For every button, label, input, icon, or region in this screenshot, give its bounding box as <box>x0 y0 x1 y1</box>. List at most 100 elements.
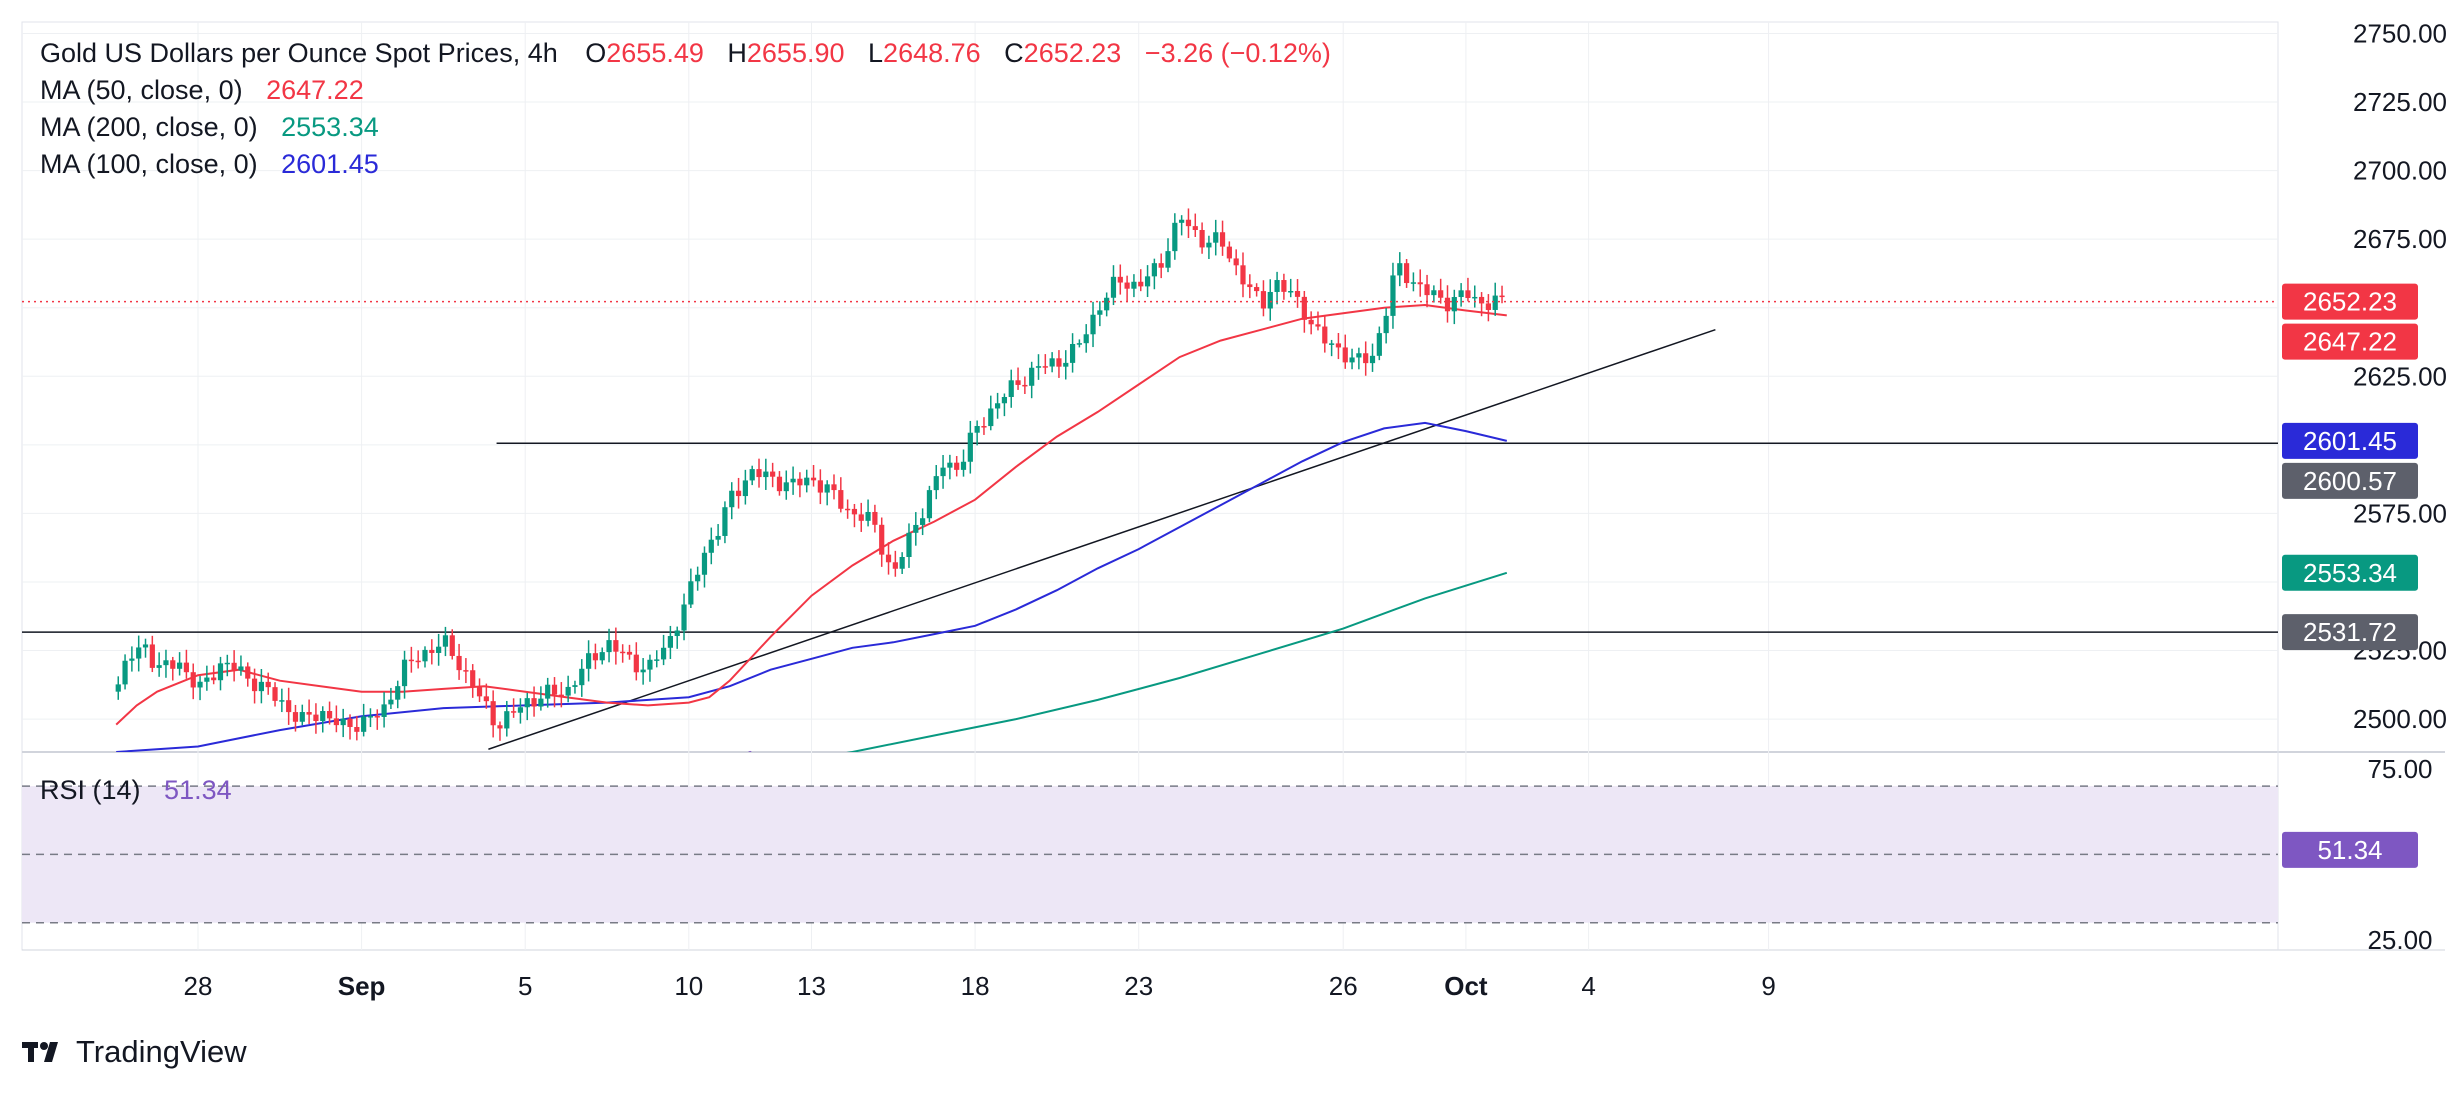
tradingview-logo-icon <box>22 1042 58 1062</box>
ma200-legend[interactable]: MA (200, close, 0) 2553.34 <box>40 112 385 143</box>
candle-body <box>1015 380 1021 385</box>
candle-body <box>1472 296 1478 299</box>
price-badge <box>2282 554 2418 591</box>
price-tick-label: 2575.00 <box>2353 498 2447 528</box>
candle-body <box>851 508 858 515</box>
candle-body <box>211 677 217 681</box>
candle-body <box>1158 263 1164 268</box>
candle-body <box>504 711 510 729</box>
candle-body <box>224 662 230 665</box>
candle-body <box>367 716 374 718</box>
candle-body <box>558 694 564 697</box>
brand-logo[interactable]: TradingView <box>22 1034 247 1070</box>
candle-body <box>313 714 319 722</box>
candle-body <box>708 539 714 553</box>
candle-body <box>899 556 905 569</box>
candle-body <box>592 653 599 661</box>
candle-body <box>824 484 830 493</box>
candle-body <box>217 663 224 681</box>
price-badge-label: 2531.72 <box>2303 617 2397 647</box>
candle-body <box>879 524 885 555</box>
candle-body <box>1315 324 1321 327</box>
candle-body <box>1499 295 1505 298</box>
trendline <box>488 328 1716 750</box>
candle-body <box>1097 310 1103 315</box>
ma50-legend[interactable]: MA (50, close, 0) 2647.22 <box>40 75 370 106</box>
high-value: 2655.90 <box>746 38 845 68</box>
candle-body <box>599 652 605 661</box>
candle-body <box>395 686 401 700</box>
candle-body <box>1083 334 1089 344</box>
time-tick-label: 13 <box>797 971 826 1001</box>
candle-body <box>142 644 149 648</box>
candle-body <box>197 681 203 688</box>
candle-body <box>613 640 619 652</box>
candle-body <box>204 677 210 682</box>
ma50-line <box>115 303 1507 726</box>
price-tick-label: 2625.00 <box>2353 361 2447 391</box>
candle-body <box>1403 263 1410 284</box>
candle-body <box>926 490 933 519</box>
candle-body <box>797 478 803 486</box>
ma200-line <box>846 571 1508 752</box>
candle-body <box>913 524 919 533</box>
price-tick-label: 2750.00 <box>2353 18 2447 48</box>
candle-body <box>1254 287 1260 292</box>
rsi-badge <box>2282 831 2418 868</box>
candle-body <box>524 698 530 708</box>
candle-body <box>456 655 462 671</box>
time-tick-label: 5 <box>518 971 532 1001</box>
candle-body <box>449 635 455 656</box>
candle-body <box>1294 291 1301 297</box>
candle-body <box>388 699 394 705</box>
candle-body <box>620 651 626 654</box>
candle-body <box>783 482 789 492</box>
candle-body <box>354 727 360 732</box>
candle-body <box>286 700 292 713</box>
candle-body <box>401 659 408 687</box>
candle-body <box>626 651 633 655</box>
candle-body <box>770 471 776 477</box>
candle-body <box>251 678 258 692</box>
candle-body <box>960 461 967 470</box>
candle-body <box>115 684 121 692</box>
candle-body <box>845 508 851 511</box>
candle-body <box>735 490 742 497</box>
candle-body <box>988 408 994 427</box>
candle-body <box>974 426 980 433</box>
candle-body <box>1124 282 1130 289</box>
candle-body <box>640 669 646 673</box>
candle-body <box>572 685 578 687</box>
candle-body <box>170 660 176 669</box>
candle-body <box>804 477 810 486</box>
candle-body <box>129 658 135 661</box>
candle-body <box>831 484 837 491</box>
candle-body <box>1342 347 1348 363</box>
ma100-legend[interactable]: MA (100, close, 0) 2601.45 <box>40 149 385 180</box>
candle-body <box>565 686 571 696</box>
candle-body <box>872 511 878 525</box>
candle-body <box>511 711 517 713</box>
close-label: C <box>1004 38 1024 68</box>
candle-body <box>1397 263 1403 276</box>
candle-body <box>1376 333 1382 356</box>
rsi-label: RSI (14) <box>40 775 141 805</box>
candle-body <box>1267 291 1273 309</box>
ma100-value: 2601.45 <box>281 149 379 179</box>
candle-body <box>1206 242 1212 248</box>
candle-body <box>633 654 639 673</box>
candle-body <box>1144 276 1151 287</box>
candle-body <box>463 670 469 672</box>
high-label: H <box>727 38 747 68</box>
rsi-legend[interactable]: RSI (14) 51.34 <box>40 775 238 806</box>
price-tick-label: 2500.00 <box>2353 704 2447 734</box>
candle-body <box>1151 263 1157 277</box>
candle-body <box>1335 343 1342 348</box>
candle-body <box>1001 397 1008 404</box>
time-tick-label: 23 <box>1124 971 1153 1001</box>
price-tick-label: 2725.00 <box>2353 87 2447 117</box>
price-badge-label: 2652.23 <box>2303 287 2397 317</box>
low-label: L <box>868 38 884 68</box>
